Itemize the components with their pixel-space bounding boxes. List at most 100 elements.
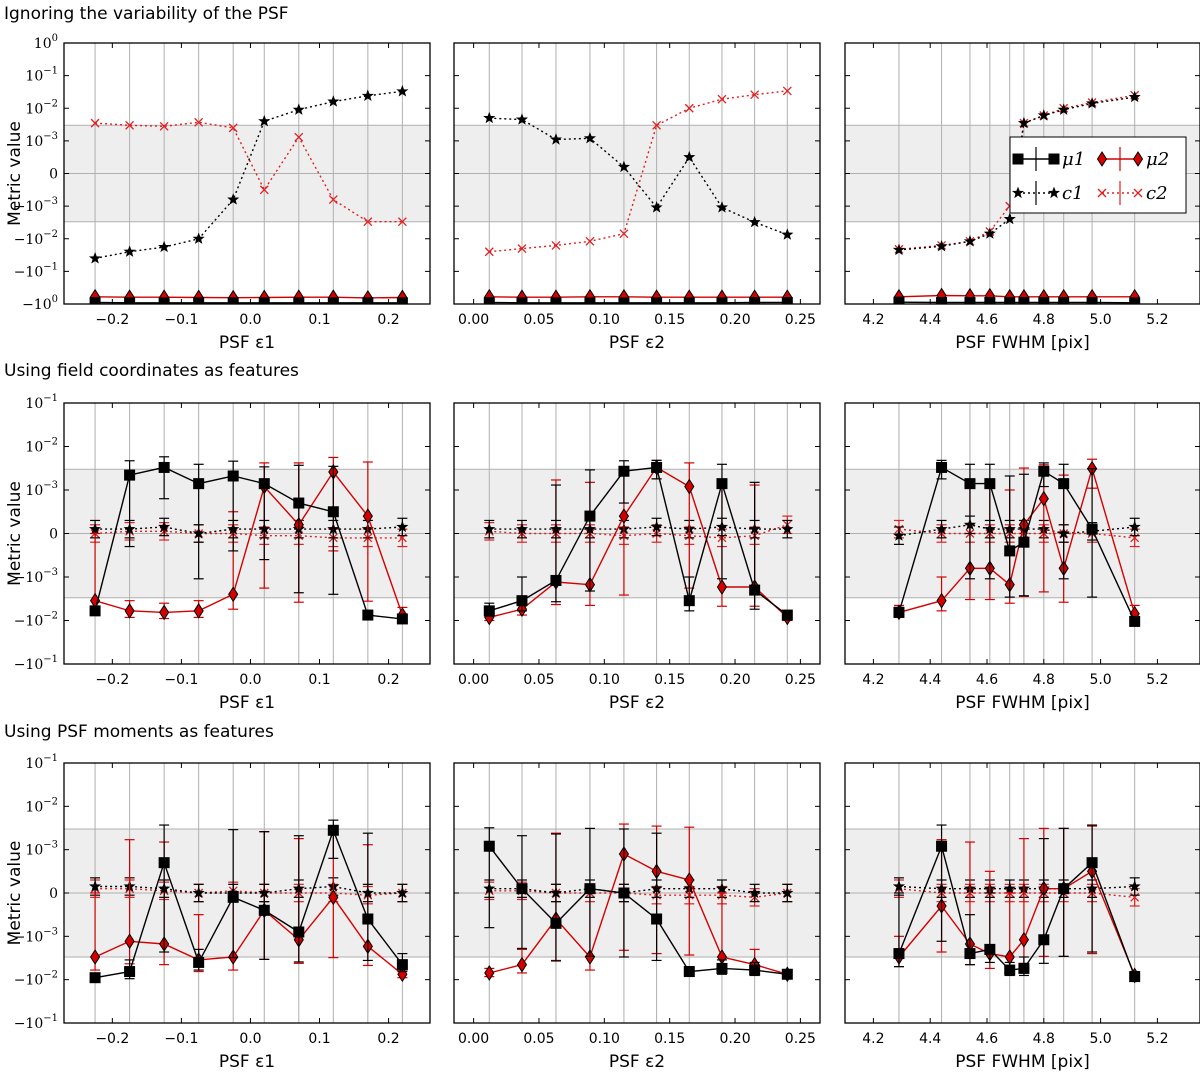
y-tick-label: −10−3 xyxy=(14,926,58,945)
plot-area xyxy=(892,90,1141,304)
series-mu1 xyxy=(483,297,793,304)
y-tick-label: 10−1 xyxy=(25,393,58,412)
row-title: Ignoring the variability of the PSF xyxy=(4,4,289,24)
y-axis-label: Metric value xyxy=(5,121,25,226)
marker-star xyxy=(158,520,171,533)
plot-area xyxy=(483,823,794,983)
marker-square xyxy=(781,609,793,621)
marker-x xyxy=(551,240,561,250)
marker-square xyxy=(89,605,101,617)
series-line xyxy=(95,526,403,535)
series-line xyxy=(898,94,1135,250)
marker-square xyxy=(1129,615,1141,627)
marker-square xyxy=(1004,297,1016,304)
marker-star xyxy=(227,193,240,205)
x-tick-label: 4.2 xyxy=(862,1031,884,1047)
x-tick-label: 0.1 xyxy=(308,672,330,688)
marker-square xyxy=(584,883,596,895)
marker-square xyxy=(516,595,528,607)
x-tick-label: 0.05 xyxy=(523,312,554,328)
marker-x xyxy=(1133,188,1143,198)
legend-frame xyxy=(1009,136,1187,214)
x-tick-label: 0.15 xyxy=(654,1031,685,1047)
marker-star xyxy=(781,886,794,899)
series-line xyxy=(94,90,403,260)
series-mu1 xyxy=(483,827,793,980)
marker-square xyxy=(964,297,976,304)
series-line xyxy=(898,466,1136,614)
marker-diamond xyxy=(618,508,630,525)
x-tick-label: 4.6 xyxy=(976,1031,998,1047)
marker-square xyxy=(124,966,136,978)
marker-star xyxy=(781,522,794,535)
x-tick-label: 5.0 xyxy=(1089,1031,1111,1047)
marker-square xyxy=(227,891,239,903)
marker-star xyxy=(650,520,663,533)
x-tick-label: 4.8 xyxy=(1033,672,1055,688)
marker-square xyxy=(651,297,663,304)
marker-square xyxy=(1018,536,1030,548)
marker-star xyxy=(327,95,340,107)
marker-square xyxy=(618,465,630,477)
marker-square xyxy=(749,297,761,304)
chart-panel-4: −0.2 −0.1 0.0 0.1 0.2 PSF ε1 10−1 10−2 10−3 0 −10−… xyxy=(5,393,431,713)
marker-square xyxy=(936,297,948,304)
y-axis-label: Metric value xyxy=(5,481,25,586)
marker-square xyxy=(89,972,101,984)
series-line xyxy=(898,843,1136,977)
plot-area xyxy=(483,459,794,626)
plot-area xyxy=(892,458,1141,627)
series-line xyxy=(488,845,788,975)
marker-square xyxy=(396,613,408,625)
marker-star xyxy=(88,522,102,535)
marker-square xyxy=(936,461,948,473)
series-line xyxy=(898,870,1136,976)
marker-square xyxy=(651,461,663,473)
x-tick-label: 4.4 xyxy=(919,312,941,328)
series-c2 xyxy=(90,117,407,227)
marker-x xyxy=(159,121,169,131)
x-tick-label: 0.25 xyxy=(785,672,816,688)
marker-star xyxy=(748,886,761,899)
marker-star xyxy=(748,215,761,228)
series-mu1 xyxy=(89,819,408,984)
x-tick-label: 0.05 xyxy=(523,672,554,688)
x-tick-label: 0.0 xyxy=(239,1031,261,1047)
marker-star xyxy=(983,227,996,239)
marker-square xyxy=(1129,297,1141,304)
series-line xyxy=(94,466,403,620)
marker-diamond xyxy=(362,508,373,525)
marker-diamond xyxy=(1096,151,1108,167)
marker-square xyxy=(516,883,528,895)
marker-square xyxy=(227,297,239,304)
chart-panel-9: 4.2 4.4 4.6 4.8 5.0 5.2 PSF FWHM [pix] xyxy=(844,762,1200,1072)
marker-star xyxy=(1011,186,1025,199)
x-tick-label: 0.1 xyxy=(308,312,330,328)
marker-x xyxy=(397,217,407,227)
x-tick-label: −0.1 xyxy=(164,312,198,328)
x-tick-label: 0.15 xyxy=(654,312,685,328)
marker-diamond xyxy=(716,579,728,595)
plot-area xyxy=(892,824,1141,984)
x-tick-label: 5.2 xyxy=(1146,1031,1168,1047)
marker-x xyxy=(750,90,760,100)
x-tick-label: 0.20 xyxy=(719,312,750,328)
marker-square xyxy=(293,926,305,938)
marker-square xyxy=(1018,297,1030,304)
chart-panel-8: 0.00 0.05 0.10 0.15 0.20 0.25 PSF ε2 xyxy=(453,762,821,1072)
marker-square xyxy=(193,297,205,304)
x-tick-label: 0.20 xyxy=(719,672,750,688)
marker-star xyxy=(1003,212,1016,225)
marker-square xyxy=(258,478,270,490)
x-tick-label: 0.20 xyxy=(719,1031,750,1047)
x-tick-label: −0.2 xyxy=(95,672,129,688)
marker-square xyxy=(1004,964,1016,976)
marker-square xyxy=(1129,971,1141,983)
marker-star xyxy=(1047,186,1061,199)
marker-star xyxy=(617,160,631,173)
marker-star xyxy=(1128,520,1141,533)
x-tick-label: 5.0 xyxy=(1089,672,1111,688)
marker-diamond xyxy=(328,889,339,906)
marker-star xyxy=(158,240,171,253)
marker-square xyxy=(158,857,170,869)
